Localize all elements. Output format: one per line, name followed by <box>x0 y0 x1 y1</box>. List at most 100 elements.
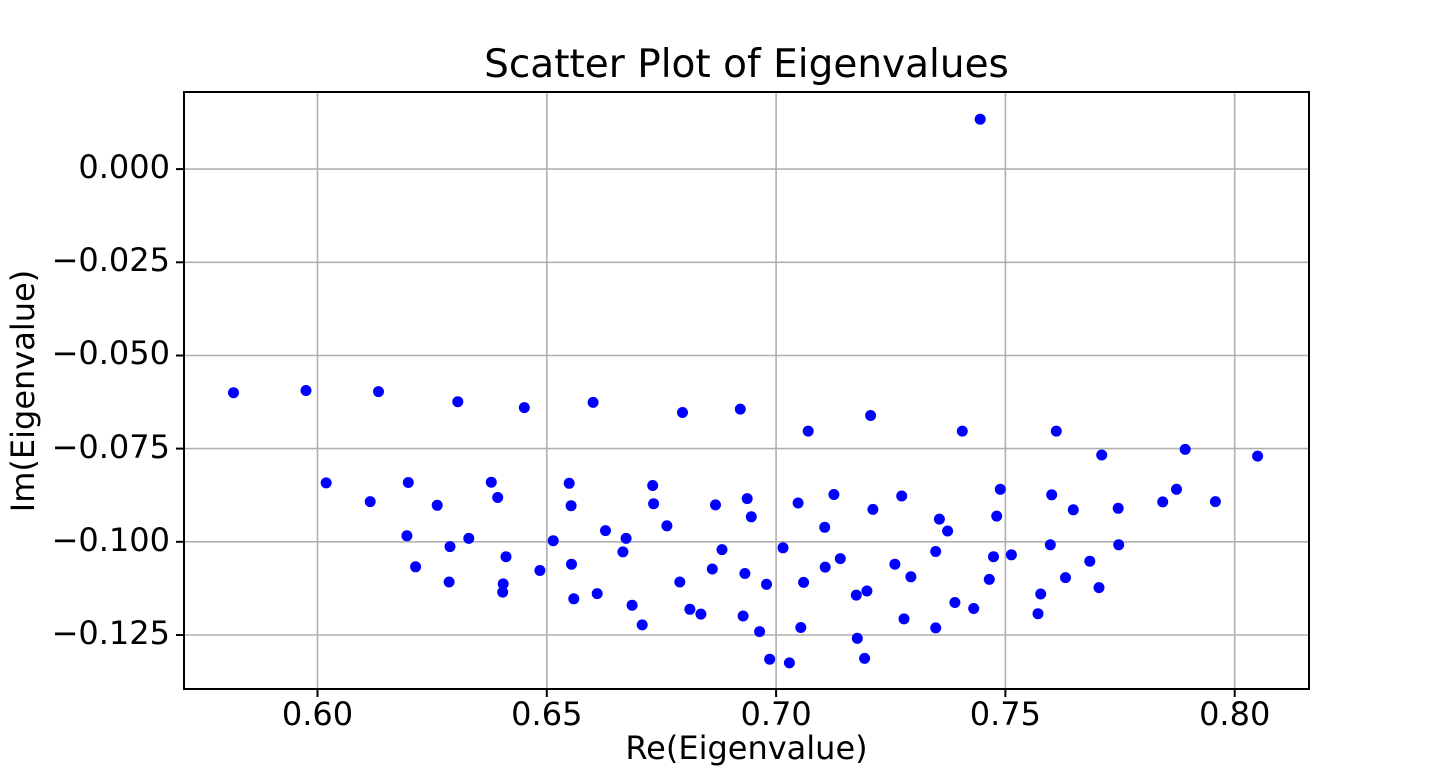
data-point <box>674 576 686 588</box>
data-point <box>896 490 908 502</box>
x-tick-label: 0.75 <box>969 695 1042 733</box>
data-point <box>761 578 772 590</box>
x-tick-label: 0.60 <box>281 695 354 733</box>
data-point <box>492 492 504 503</box>
data-point <box>983 573 995 585</box>
data-point <box>364 496 376 508</box>
data-point <box>795 622 807 633</box>
x-axis-label: Re(Eigenvalue) <box>625 729 868 767</box>
data-point <box>991 510 1003 522</box>
data-point <box>974 113 986 125</box>
data-point <box>463 532 475 544</box>
data-point <box>228 387 239 399</box>
data-point <box>1113 539 1125 551</box>
data-point <box>320 477 332 489</box>
data-point <box>1035 588 1047 600</box>
data-point <box>850 589 862 601</box>
data-point <box>865 410 877 421</box>
data-point <box>988 551 999 563</box>
data-point <box>587 396 599 408</box>
data-point <box>565 500 577 512</box>
data-point <box>1060 572 1071 584</box>
data-point <box>497 586 509 598</box>
data-point <box>1179 443 1191 455</box>
data-point <box>1044 539 1056 551</box>
data-point <box>600 525 611 537</box>
y-tick-label: −0.100 <box>51 520 170 559</box>
x-tick-label: 0.65 <box>511 695 583 733</box>
y-axis-label: Im(Eigenvalue) <box>4 269 42 512</box>
data-point <box>636 619 648 631</box>
data-point <box>695 608 707 620</box>
data-point <box>867 503 879 515</box>
data-point <box>410 561 422 573</box>
data-point <box>734 403 746 415</box>
data-point <box>617 546 629 558</box>
data-point <box>1112 502 1124 514</box>
data-point <box>710 499 721 511</box>
data-point <box>401 530 413 542</box>
data-point <box>648 498 660 510</box>
data-point <box>1084 555 1096 567</box>
data-point <box>1252 450 1264 462</box>
data-point <box>739 568 751 579</box>
data-point <box>566 558 577 570</box>
data-point <box>777 542 789 554</box>
chart-title: Scatter Plot of Eigenvalues <box>484 42 1009 87</box>
data-point <box>497 578 509 590</box>
plot-border <box>183 91 1310 690</box>
data-point <box>819 521 831 533</box>
data-point <box>745 511 757 523</box>
data-point <box>783 657 795 669</box>
data-point <box>933 513 945 525</box>
data-point <box>444 541 456 553</box>
y-tick-label: −0.075 <box>51 427 170 466</box>
x-tick-label: 0.70 <box>740 695 812 733</box>
data-point <box>431 499 443 511</box>
data-point <box>1005 549 1017 561</box>
data-point <box>930 546 942 557</box>
data-point <box>859 652 871 664</box>
scatter-points <box>228 113 1264 669</box>
data-point <box>889 558 901 570</box>
data-point <box>647 480 659 491</box>
data-point <box>568 593 580 605</box>
data-point <box>1171 483 1182 495</box>
data-point <box>994 483 1006 495</box>
data-point <box>1032 608 1044 620</box>
y-tick-label: −0.025 <box>51 241 170 280</box>
data-point <box>661 520 673 532</box>
data-point <box>591 588 603 600</box>
data-point <box>930 622 942 634</box>
data-point <box>1209 496 1221 508</box>
data-point <box>402 477 414 488</box>
data-point <box>802 425 814 437</box>
data-point <box>851 632 863 644</box>
data-point <box>452 396 464 408</box>
data-point <box>534 565 546 576</box>
data-point <box>626 599 638 611</box>
data-point <box>1157 496 1169 508</box>
data-point <box>706 563 718 575</box>
data-point <box>1096 449 1108 461</box>
data-point <box>547 535 559 547</box>
data-point <box>828 489 840 500</box>
x-tick-label: 0.80 <box>1199 695 1271 733</box>
data-point <box>942 525 954 537</box>
data-point <box>373 386 384 398</box>
data-point <box>792 497 804 509</box>
data-point <box>1046 489 1058 501</box>
data-point <box>956 425 968 437</box>
data-point <box>518 402 530 414</box>
data-point <box>300 385 312 396</box>
data-point <box>1093 582 1105 594</box>
y-tick-label: −0.125 <box>51 613 170 652</box>
data-point <box>684 603 696 615</box>
data-point <box>563 477 575 489</box>
data-point <box>500 551 512 563</box>
data-point <box>834 553 846 565</box>
data-point <box>485 476 497 488</box>
data-point <box>798 576 810 588</box>
